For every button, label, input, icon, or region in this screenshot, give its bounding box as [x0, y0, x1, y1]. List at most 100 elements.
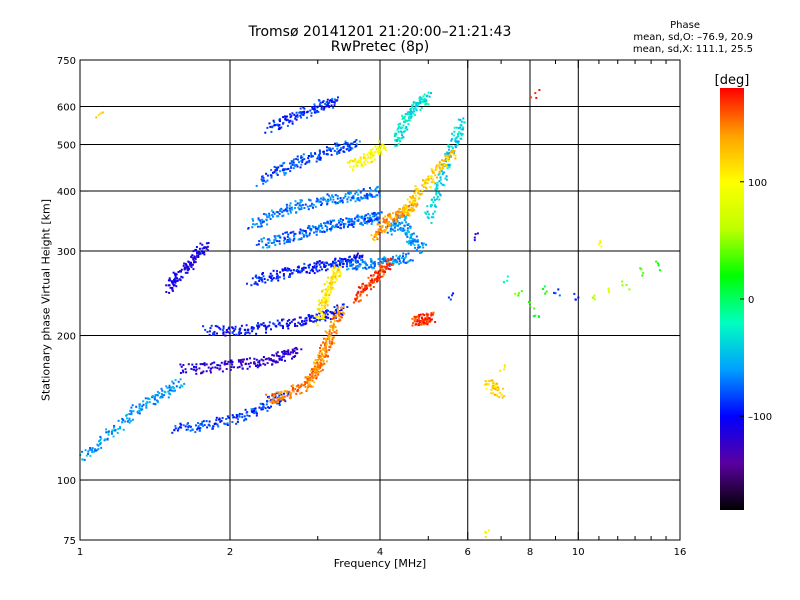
data-point	[289, 238, 292, 241]
data-point	[91, 451, 94, 454]
data-point	[393, 217, 396, 220]
data-point	[191, 363, 194, 366]
data-point	[249, 361, 252, 364]
data-point	[336, 223, 339, 226]
data-point	[274, 237, 277, 240]
data-point	[503, 364, 506, 367]
data-point	[438, 160, 441, 163]
data-point	[386, 231, 389, 234]
data-point	[292, 269, 295, 272]
data-point	[371, 278, 373, 281]
data-point	[402, 136, 405, 139]
data-point	[435, 191, 438, 194]
data-point	[355, 268, 358, 271]
data-point	[275, 277, 278, 280]
data-point	[415, 194, 417, 197]
data-point	[295, 211, 298, 214]
data-point	[453, 150, 456, 153]
data-point	[398, 215, 401, 218]
data-point	[501, 396, 504, 399]
data-point	[593, 298, 596, 301]
data-point	[305, 319, 308, 322]
data-point	[398, 125, 400, 128]
data-point	[305, 234, 308, 237]
data-point	[270, 328, 272, 331]
data-point	[414, 246, 416, 249]
data-point	[222, 325, 225, 328]
data-point	[362, 155, 365, 158]
data-point	[408, 111, 411, 114]
data-point	[422, 99, 425, 101]
data-point	[342, 225, 345, 228]
data-point	[599, 239, 602, 242]
data-point	[328, 282, 331, 285]
data-point	[412, 108, 415, 110]
data-point	[189, 429, 192, 432]
data-point	[111, 429, 114, 432]
data-point	[314, 362, 317, 365]
grid-layer	[80, 60, 680, 540]
data-point	[349, 159, 352, 162]
data-point	[337, 269, 340, 271]
data-point	[397, 224, 399, 227]
data-point	[183, 266, 186, 269]
data-point	[309, 385, 312, 388]
data-point	[282, 274, 285, 277]
data-point	[426, 210, 429, 213]
data-point	[324, 103, 327, 105]
data-point	[404, 113, 407, 116]
data-point	[313, 366, 316, 369]
data-point	[251, 330, 254, 333]
data-point	[419, 313, 422, 316]
data-point	[377, 221, 380, 224]
data-point	[333, 219, 336, 222]
data-point	[382, 217, 385, 220]
data-point	[117, 419, 120, 422]
data-point	[337, 219, 340, 222]
data-point	[280, 390, 283, 393]
data-point	[336, 270, 339, 273]
data-point	[194, 258, 197, 261]
data-point	[399, 261, 402, 264]
data-point	[382, 270, 385, 273]
data-point	[299, 199, 302, 202]
data-point	[212, 332, 215, 335]
data-point	[379, 228, 382, 231]
data-point	[313, 103, 316, 106]
data-point	[183, 382, 186, 385]
data-point	[273, 401, 276, 404]
data-point	[246, 411, 249, 413]
data-point	[324, 288, 327, 291]
data-point	[336, 267, 339, 270]
data-point	[265, 331, 267, 334]
data-point	[270, 405, 272, 408]
data-point	[283, 351, 286, 354]
data-point	[372, 154, 375, 157]
data-point	[370, 212, 373, 215]
data-point	[288, 204, 291, 207]
data-point	[300, 348, 303, 351]
data-point	[310, 155, 313, 158]
data-point	[329, 344, 332, 347]
data-point	[429, 320, 432, 323]
data-point	[381, 143, 384, 146]
data-point	[266, 409, 269, 412]
data-point	[373, 260, 376, 263]
data-point	[209, 327, 212, 330]
data-point	[274, 243, 277, 246]
data-point	[339, 273, 342, 276]
data-point	[201, 251, 204, 253]
data-point	[285, 240, 288, 243]
data-point	[351, 258, 353, 261]
data-point	[181, 385, 184, 388]
data-point	[407, 214, 410, 217]
data-point	[292, 167, 295, 170]
data-point	[372, 266, 375, 269]
data-point	[152, 402, 155, 405]
data-point	[333, 259, 336, 262]
data-point	[201, 363, 204, 366]
data-point	[208, 333, 211, 336]
data-point	[497, 388, 500, 391]
data-point	[158, 392, 161, 394]
data-point	[373, 158, 376, 161]
